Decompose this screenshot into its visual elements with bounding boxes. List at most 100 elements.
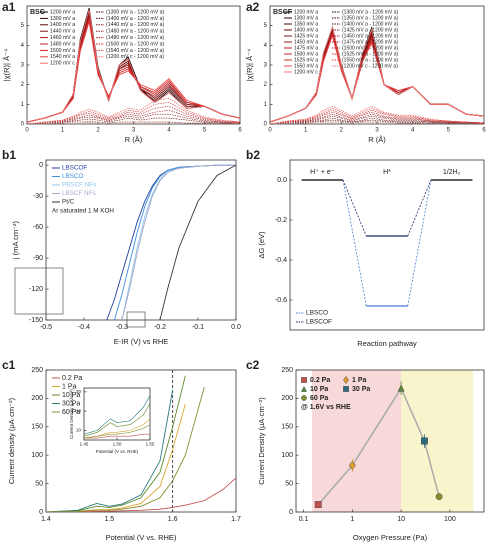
- y-axis-label: ΔG (eV): [257, 231, 266, 259]
- point: [397, 384, 405, 392]
- x-tick-label: 0.1: [299, 516, 309, 523]
- panel-label: a1: [2, 0, 16, 14]
- x-axis-label: Reaction pathway: [357, 339, 417, 348]
- legend-label: 1450 mV a: [294, 39, 318, 45]
- y-tick-label: 3: [21, 63, 25, 69]
- x-tick-label: 100: [444, 516, 456, 523]
- x-tick-label: -0.2: [154, 324, 166, 331]
- y-tick-label: -0.2: [275, 217, 287, 224]
- legend-label: 1400 mV a: [50, 22, 75, 28]
- x-tick-label: 0: [268, 128, 272, 134]
- y-tick-label: 50: [35, 480, 43, 487]
- point: [301, 395, 307, 401]
- x-axis-label: Potential (V vs. RHE): [96, 449, 139, 454]
- y-axis-label: |χ(R)| Å⁻⁴: [245, 49, 254, 82]
- x-tick-label: 4: [411, 128, 415, 134]
- y-tick-label: 2: [21, 82, 25, 88]
- point: [435, 493, 443, 501]
- legend-label: LBSCO: [62, 173, 83, 180]
- y-tick-label: 0: [39, 509, 43, 516]
- y-tick-label: 100: [31, 452, 43, 459]
- legend-label: (1475 mV a - 1200 mV a): [342, 39, 398, 45]
- series-line: [84, 424, 150, 439]
- series-line: [270, 26, 484, 123]
- legend-label: (1500 mV a - 1200 mV a): [342, 45, 398, 51]
- legend-label: LBSCO: [306, 310, 328, 317]
- y-tick-label: 20: [76, 408, 82, 413]
- y-tick-label: -150: [29, 317, 43, 324]
- x-tick-label: 10: [397, 516, 405, 523]
- x-tick-label: 3: [132, 128, 136, 134]
- y-tick-label: 200: [31, 395, 43, 402]
- y-tick-label: -0.6: [275, 297, 287, 304]
- y-axis-label: Current density (μA·cm⁻²): [7, 397, 16, 484]
- category-label: H⁺ + e⁻: [310, 169, 335, 176]
- annotation: Ar saturated 1 M KOH: [52, 208, 114, 215]
- series-line: [27, 15, 240, 123]
- legend-label: 1425 mV a: [294, 33, 318, 39]
- point: [343, 376, 349, 384]
- legend-label: 30 Pa: [62, 400, 80, 407]
- legend-label: 1300 mV a: [50, 16, 75, 22]
- legend-label: (1525 mV a - 1200 mV a): [342, 51, 398, 57]
- panel-label: a2: [246, 0, 260, 14]
- series-line: [27, 98, 240, 124]
- legend-label: 1550 mV a: [294, 63, 318, 69]
- y-axis-label: j (mA cm⁻²): [11, 220, 20, 260]
- legend-label: (1300 mV a - 1200 mV a): [342, 9, 398, 15]
- x-axis-label: Oxygen Pressure (Pa): [353, 533, 428, 542]
- series-line: [84, 433, 150, 439]
- x-tick-label: 1.7: [231, 516, 241, 523]
- series-line: [270, 117, 484, 124]
- panel-label: b2: [246, 148, 260, 162]
- y-tick-label: 1: [264, 102, 268, 108]
- plot-frame: [45, 369, 237, 513]
- x-tick-label: 1: [350, 516, 354, 523]
- legend-label: Pt/C: [62, 199, 75, 206]
- y-tick-label: 3: [264, 63, 268, 69]
- legend-label: (1350 mV a - 1200 mV a): [342, 15, 398, 21]
- series-line: [270, 121, 484, 124]
- x-tick-label: 0.0: [231, 324, 241, 331]
- legend-label: 1200 mV a: [294, 9, 318, 15]
- legend-label: 1525 mV a: [294, 57, 318, 63]
- series-line: [106, 164, 236, 320]
- y-tick-label: 250: [281, 367, 293, 374]
- y-tick-label: -0.4: [275, 257, 287, 264]
- series-line: [84, 403, 150, 437]
- x-tick-label: -0.4: [78, 324, 90, 331]
- legend-label: 1200 mV c: [294, 69, 318, 75]
- y-tick-label: -60: [33, 224, 43, 231]
- zoom-box: [126, 311, 146, 328]
- legend-label: (1400 mV a - 1200 mV a): [342, 21, 398, 27]
- x-tick-label: 2: [96, 128, 100, 134]
- y-tick-label: 10: [76, 428, 82, 433]
- y-axis-label: Current Density (μA·cm⁻²): [257, 397, 266, 485]
- connector: [407, 179, 432, 237]
- series-line: [27, 21, 240, 123]
- x-axis-label: Potential (V vs. RHE): [106, 533, 177, 542]
- x-tick-label: 6: [238, 128, 242, 134]
- y-tick-label: 0: [289, 509, 293, 516]
- y-tick-label: 0: [264, 122, 268, 128]
- x-tick-label: 2: [340, 128, 344, 134]
- legend-label: 10 Pa: [310, 386, 328, 393]
- series-line: [113, 164, 236, 320]
- x-tick-label: 1: [61, 128, 65, 134]
- series-line: [270, 107, 484, 124]
- legend-label: 1400 mV a: [294, 27, 318, 33]
- legend-label: (1450 mV a - 1200 mV a): [342, 33, 398, 39]
- series-line: [46, 477, 236, 512]
- y-tick-label: 0: [39, 162, 43, 169]
- x-axis-label: E-IR (V) vs RHE: [114, 337, 169, 346]
- series-line: [270, 115, 484, 124]
- legend-label: (1540 mV a - 1200 mV a): [106, 48, 165, 54]
- y-tick-label: 100: [281, 452, 293, 459]
- x-tick-label: 1.50: [113, 442, 122, 447]
- plot-frame: [45, 159, 237, 321]
- series-line: [46, 375, 186, 512]
- y-tick-label: 1: [21, 102, 25, 108]
- x-axis-label: R (Å): [125, 135, 143, 144]
- legend-label: (1550 mV a - 1200 mV a): [342, 57, 398, 63]
